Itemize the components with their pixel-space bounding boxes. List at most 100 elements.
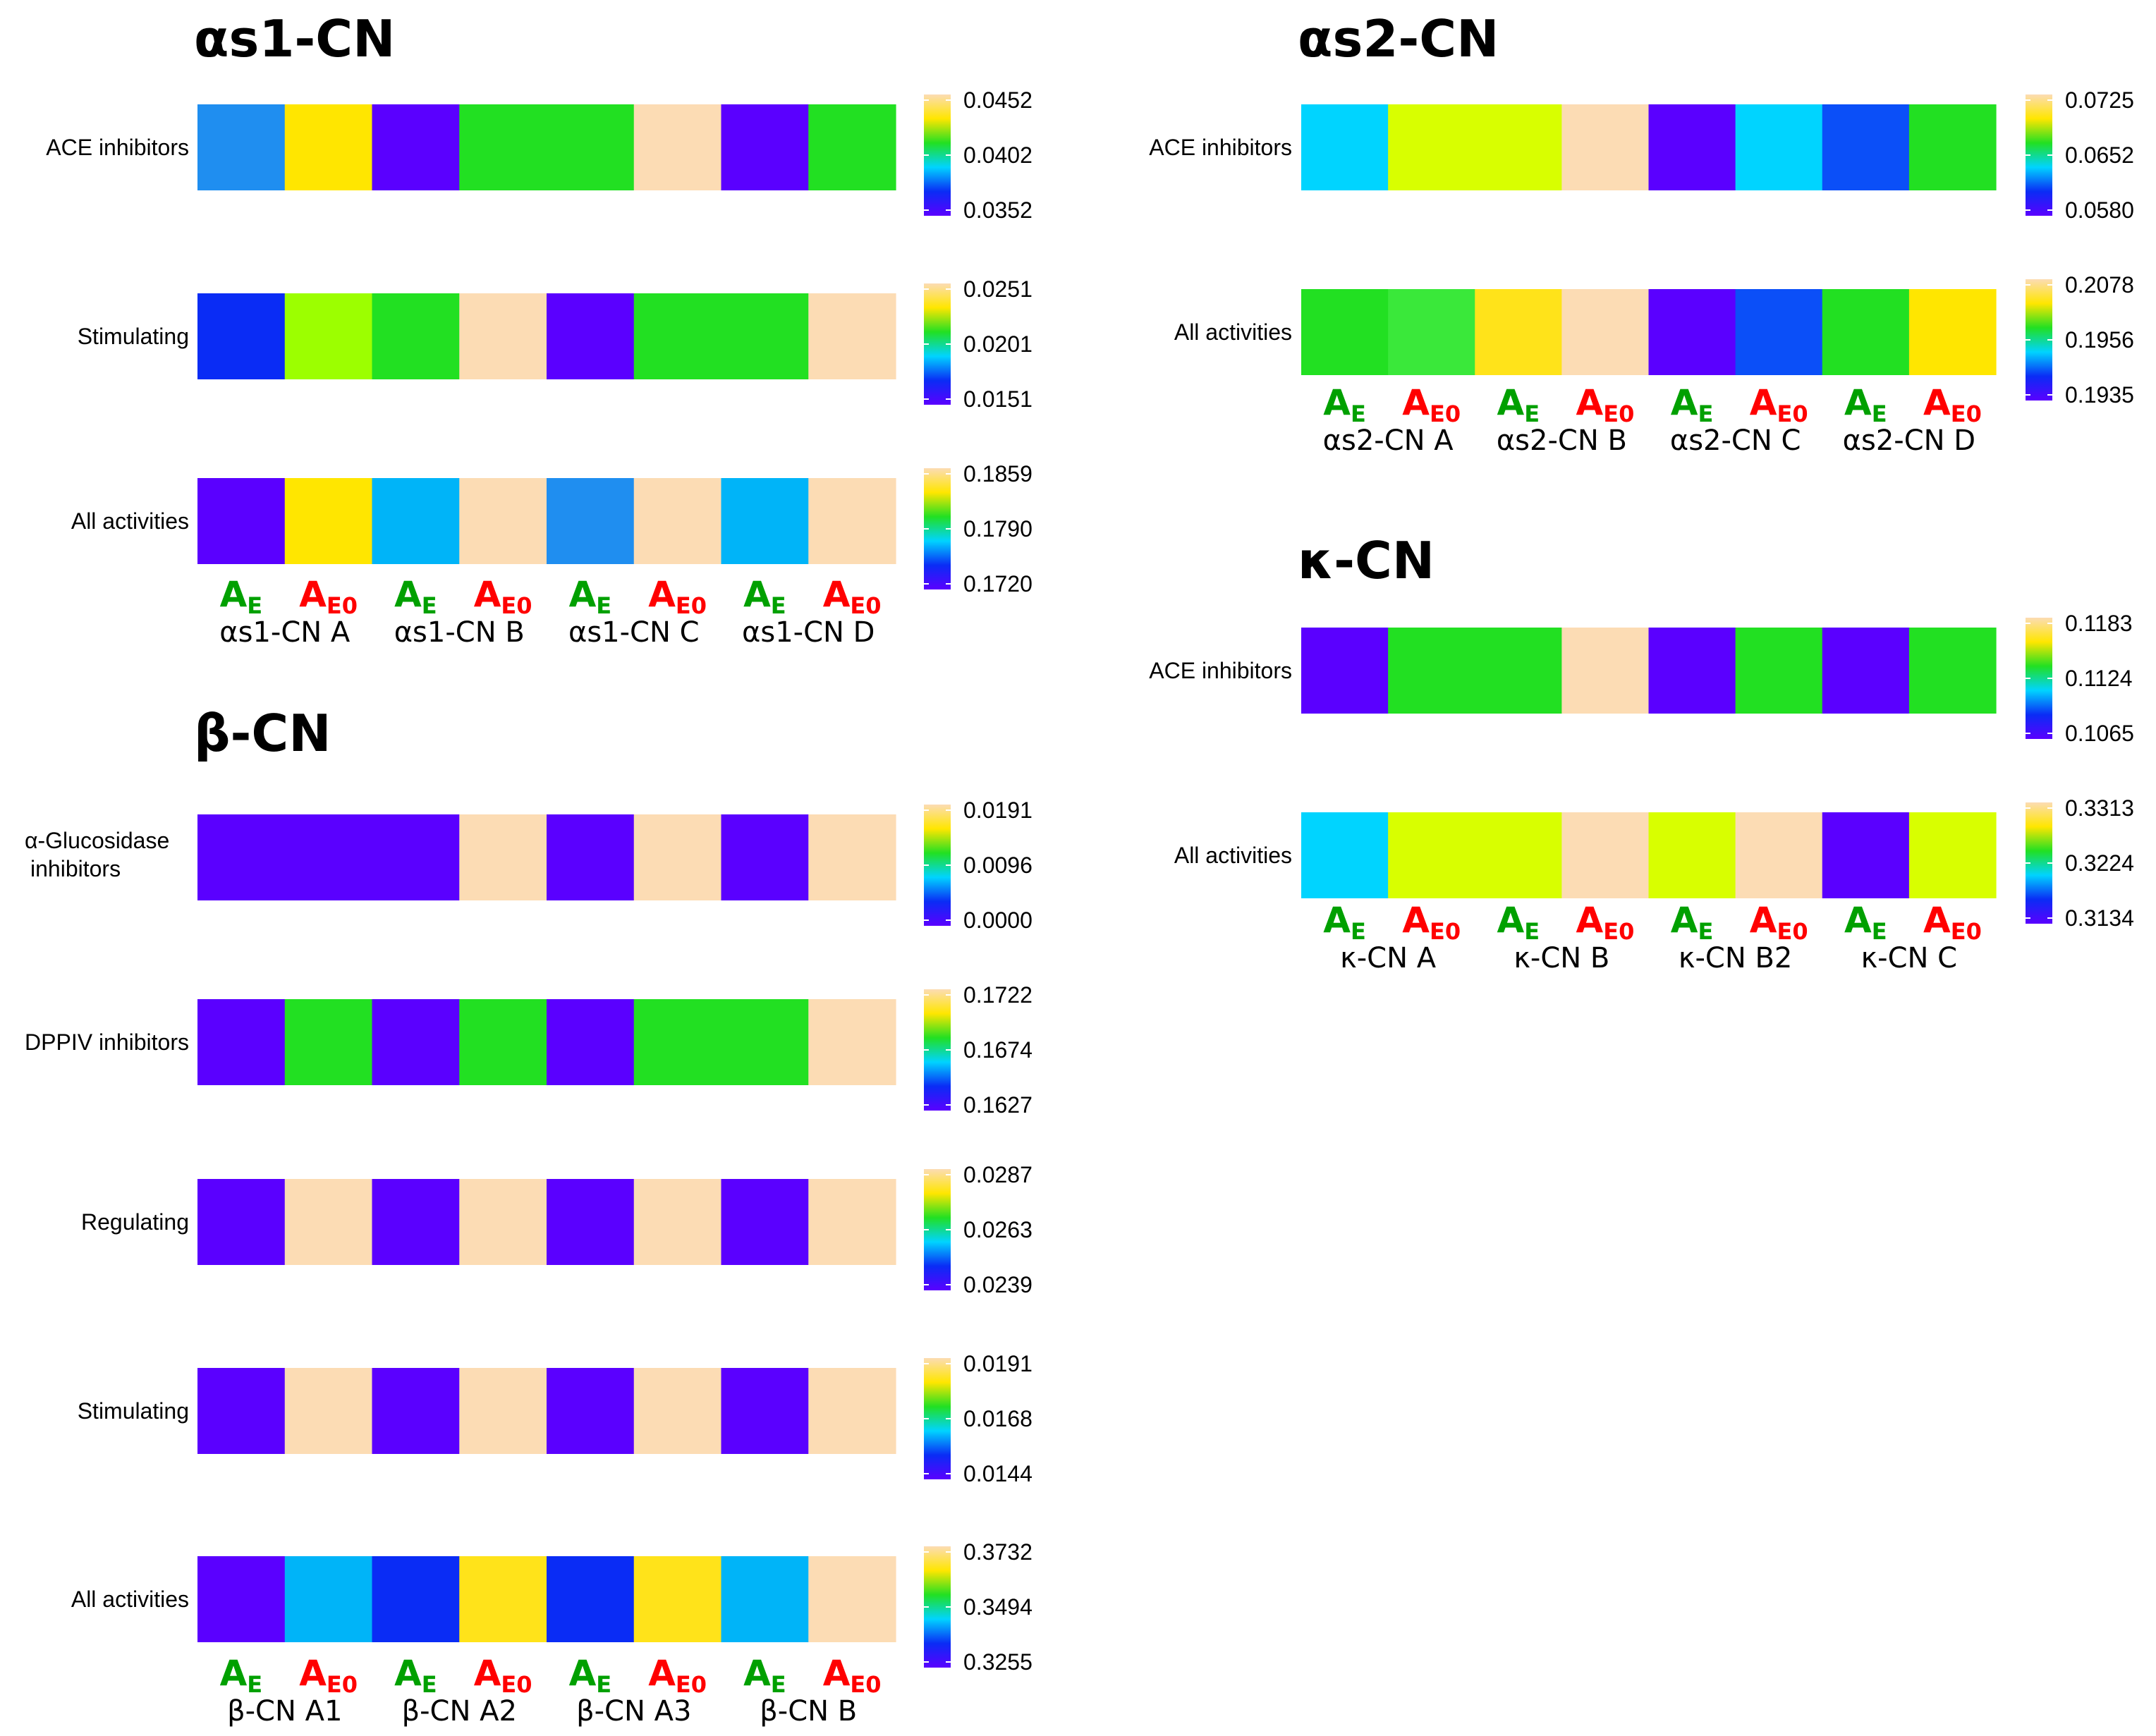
- heatmap-cell: [1301, 104, 1389, 190]
- heatmap-cell: [1301, 289, 1389, 375]
- heatmap-cell: [1908, 289, 1997, 375]
- heatmap-cell: [1822, 289, 1910, 375]
- legend-ae0-label: AE0: [1923, 382, 1982, 427]
- heatmap-cell: [1301, 812, 1389, 898]
- heatmap-cell: [372, 814, 460, 900]
- heatmap-row: All activities 0.2078 0.1956 0.1935: [1174, 272, 2134, 408]
- legend-ae0-label: AE0: [1923, 900, 1982, 945]
- heatmap-cell: [372, 1179, 460, 1265]
- group-label: αs2-CN D: [1843, 424, 1975, 457]
- heatmap-cell: [633, 1179, 722, 1265]
- colorbar-tick-label: 0.2078: [2065, 272, 2134, 298]
- heatmap-cell: [547, 293, 635, 379]
- heatmap-cell: [1735, 628, 1823, 714]
- row-label: ACE inhibitors: [1149, 135, 1292, 160]
- group-label: αs1-CN A: [219, 616, 351, 649]
- legend-ae0-label: AE0: [299, 1653, 358, 1698]
- colorbar-tick-label: 0.0000: [963, 907, 1033, 933]
- heatmap-cell: [721, 104, 809, 190]
- colorbar-tick-label: 0.0402: [963, 142, 1033, 168]
- heatmap-cell: [547, 478, 635, 564]
- heatmap-cell: [284, 1179, 373, 1265]
- heatmap-cell: [633, 999, 722, 1085]
- panel-title: αs1-CN: [194, 9, 395, 68]
- heatmap-cell: [633, 1368, 722, 1454]
- row-label: DPPIV inhibitors: [25, 1029, 189, 1055]
- heatmap-cell: [459, 1179, 547, 1265]
- heatmap-cell: [1475, 289, 1562, 375]
- heatmap-cell: [1388, 289, 1475, 375]
- heatmap-cell: [1648, 628, 1736, 714]
- panel-title: αs2-CN: [1298, 9, 1499, 68]
- heatmap-cell: [547, 814, 635, 900]
- legend-ae0-label: AE0: [299, 574, 358, 619]
- heatmap-cell: [721, 478, 809, 564]
- colorbar-tick-label: 0.1124: [2065, 666, 2133, 691]
- row-label: All activities: [71, 1587, 189, 1612]
- heatmap-row: ACE inhibitors 0.1183 0.1124 0.1065: [1149, 611, 2134, 746]
- heatmap-cell: [284, 293, 373, 379]
- row-label: ACE inhibitors: [1149, 658, 1292, 683]
- group-label: κ-CN B: [1514, 942, 1609, 974]
- heatmap-cell: [459, 293, 547, 379]
- colorbar-tick-label: 0.1627: [963, 1092, 1033, 1118]
- heatmap-panel-2: β-CN α-Glucosidase inhibitors 0.0191 0.0096 0…: [25, 704, 1033, 1728]
- colorbar-tick-label: 0.0263: [963, 1217, 1033, 1242]
- group-label: αs2-CN C: [1670, 424, 1801, 457]
- heatmap-panel-4: κ-CN ACE inhibitors 0.1183 0.1124 0.1065 All …: [1149, 531, 2134, 974]
- legend-ae-label: AE: [1671, 900, 1714, 945]
- group-label: β-CN A3: [576, 1695, 691, 1728]
- legend-ae-label: AE: [1497, 382, 1540, 427]
- colorbar-tick-label: 0.0287: [963, 1162, 1033, 1187]
- colorbar-tick-label: 0.3134: [2065, 905, 2134, 931]
- row-label: ACE inhibitors: [46, 135, 189, 160]
- heatmap-cell: [1735, 289, 1823, 375]
- heatmap-cell: [808, 1179, 896, 1265]
- legend-ae-label: AE: [743, 574, 786, 619]
- heatmap-cell: [372, 1556, 460, 1642]
- colorbar-tick-label: 0.3494: [963, 1594, 1033, 1620]
- heatmap-row: ACE inhibitors 0.0725 0.0652 0.0580: [1149, 87, 2134, 223]
- heatmap-cell: [1908, 812, 1997, 898]
- legend-ae0-label: AE0: [823, 1653, 882, 1698]
- heatmap-cell: [459, 1556, 547, 1642]
- group-label: β-CN A1: [227, 1695, 342, 1728]
- legend-ae-label: AE: [569, 1653, 612, 1698]
- heatmap-cell: [197, 104, 286, 190]
- legend-ae0-label: AE0: [648, 1653, 707, 1698]
- heatmap-cell: [284, 1556, 373, 1642]
- heatmap-cell: [1475, 628, 1562, 714]
- heatmap-cell: [1908, 104, 1997, 190]
- group-label: αs1-CN D: [742, 616, 875, 649]
- heatmap-cell: [633, 478, 722, 564]
- colorbar-tick-label: 0.0580: [2065, 197, 2134, 223]
- row-label: Regulating: [81, 1209, 189, 1235]
- heatmap-cell: [633, 293, 722, 379]
- heatmap-cell: [372, 293, 460, 379]
- row-label: All activities: [1174, 843, 1292, 868]
- heatmap-cell: [459, 999, 547, 1085]
- legend-ae-label: AE: [1323, 900, 1366, 945]
- group-label: κ-CN A: [1340, 942, 1437, 974]
- row-label: All activities: [71, 508, 189, 534]
- heatmap-row: All activities 0.1859 0.1790 0.1720: [71, 461, 1033, 597]
- heatmap-cell: [1388, 104, 1475, 190]
- heatmap-cell: [459, 1368, 547, 1454]
- legend-ae0-label: AE0: [648, 574, 707, 619]
- row-label: All activities: [1174, 319, 1292, 345]
- panel-title: κ-CN: [1298, 531, 1435, 590]
- heatmap-cell: [547, 999, 635, 1085]
- colorbar-tick-label: 0.3224: [2065, 850, 2134, 876]
- heatmap-cell: [459, 478, 547, 564]
- legend-ae-label: AE: [1323, 382, 1366, 427]
- legend-ae-label: AE: [1497, 900, 1540, 945]
- row-label: Stimulating: [78, 324, 189, 349]
- heatmap-cell: [1822, 812, 1910, 898]
- heatmap-cell: [808, 814, 896, 900]
- legend-ae0-label: AE0: [1576, 382, 1635, 427]
- heatmap-row: All activities 0.3732 0.3494 0.3255: [71, 1539, 1033, 1675]
- legend-ae0-label: AE0: [1750, 900, 1808, 945]
- heatmap-row: Stimulating 0.0251 0.0201 0.0151: [78, 276, 1033, 412]
- heatmap-cell: [459, 104, 547, 190]
